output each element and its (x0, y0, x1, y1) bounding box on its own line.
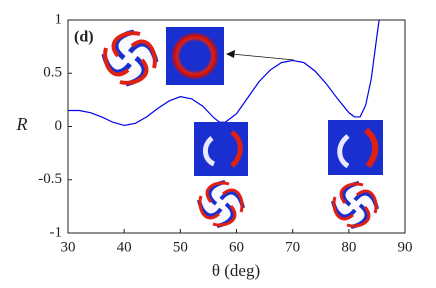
insets (100, 27, 383, 232)
x-axis-label: θ (deg) (212, 261, 260, 280)
panel-label: (d) (74, 29, 94, 46)
y-tick-label: -0.5 (38, 171, 62, 187)
x-tick-label: 90 (398, 239, 413, 255)
swirl-inset (100, 28, 160, 88)
x-tick-label: 40 (117, 239, 132, 255)
x-tick-label: 50 (173, 239, 188, 255)
y-tick-label: 1 (55, 11, 63, 27)
x-tick-label: 30 (61, 239, 76, 255)
swirl-inset-3 (328, 178, 382, 232)
arrow (231, 53, 295, 61)
line-series (68, 19, 380, 127)
y-tick-label: -1 (50, 224, 63, 240)
y-tick-label: 0.5 (43, 65, 62, 81)
x-tick-label: 60 (229, 239, 244, 255)
swirl-inset-2 (195, 178, 247, 230)
x-tick-label: 80 (341, 239, 356, 255)
y-axis-label: R (16, 114, 28, 134)
plot-area (68, 19, 380, 127)
mode-inset-2 (328, 120, 383, 175)
ring-inset (166, 27, 224, 85)
mode-inset-1 (194, 122, 248, 176)
y-tick-label: 0 (55, 118, 63, 134)
arrow-head (226, 50, 235, 58)
x-tick-label: 70 (285, 239, 300, 255)
